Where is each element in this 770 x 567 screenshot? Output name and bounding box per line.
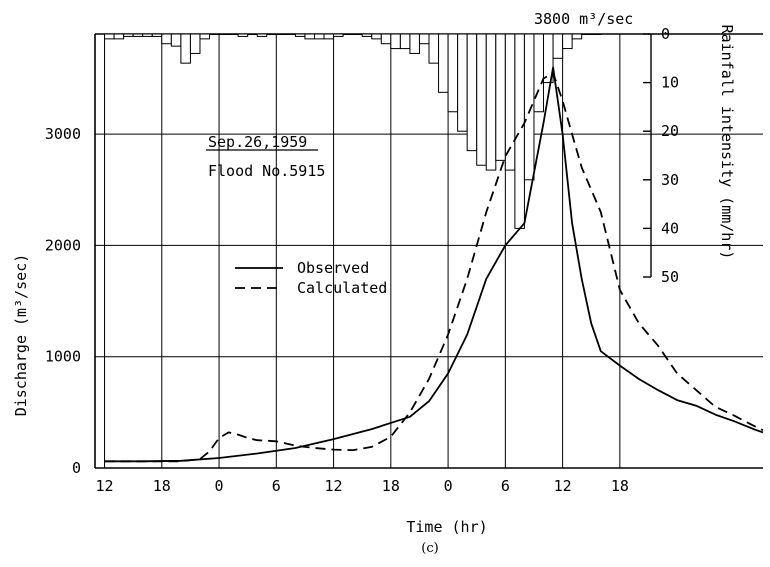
date-annotation: Sep.26,1959 — [208, 133, 307, 151]
x-tick-label: 12 — [96, 477, 114, 495]
y-tick-label: 2000 — [45, 236, 81, 254]
rainfall-bar — [285, 33, 296, 35]
rainfall-bar — [189, 33, 201, 54]
rainfall-bar — [562, 33, 573, 50]
rainfall-bar — [294, 33, 306, 37]
rainfall-bar — [151, 33, 163, 37]
rainfall-bar — [247, 33, 258, 35]
rainfall-bar — [380, 33, 392, 45]
plot-frame — [94, 33, 763, 469]
calculated-line — [104, 72, 764, 463]
grid-lines — [95, 34, 763, 468]
x-tick-label: 0 — [444, 477, 453, 495]
rainfall-bar — [199, 33, 211, 40]
right-axis-title: Rainfall intensity (mm/hr) — [718, 25, 736, 260]
rainfall-bar — [418, 33, 430, 45]
rainfall-bar — [313, 33, 325, 40]
rainfall-bar — [256, 33, 268, 37]
rainfall-bar — [399, 33, 411, 50]
x-tick-label: 0 — [215, 477, 224, 495]
rainfall-bar — [523, 33, 535, 181]
rainfall-bar — [209, 33, 220, 35]
rainfall-bar — [485, 33, 497, 171]
rainfall-bar — [514, 33, 525, 229]
rainfall-bar — [104, 33, 115, 40]
x-tick-label: 6 — [272, 477, 281, 495]
rainfall-bar — [170, 33, 182, 47]
rainfall-bar — [571, 33, 583, 40]
rain-tick-label: 30 — [661, 171, 679, 189]
rainfall-bar — [552, 33, 564, 59]
y-axis-title: Discharge (m³/sec) — [12, 254, 30, 417]
observed-line — [104, 66, 764, 463]
rain-tick-label: 10 — [661, 74, 679, 92]
x-tick-label: 18 — [611, 477, 629, 495]
rainfall-bar — [361, 33, 373, 37]
rainfall-bar — [142, 33, 153, 37]
rainfall-hyetograph — [104, 33, 602, 229]
rainfall-bar — [447, 33, 459, 113]
rainfall-bar — [590, 33, 602, 35]
rainfall-bar — [323, 33, 335, 40]
y-tick-label: 1000 — [45, 348, 81, 366]
x-tick-label: 18 — [153, 477, 171, 495]
rainfall-bar — [266, 33, 277, 35]
x-tick-label: 18 — [382, 477, 400, 495]
rainfall-bar — [218, 33, 230, 35]
legend-observed-label: Observed — [297, 259, 369, 277]
rainfall-bar — [581, 33, 592, 35]
rainfall-bar — [113, 33, 125, 40]
rainfall-bar — [275, 33, 287, 35]
rainfall-bar — [304, 33, 315, 40]
figure-caption: (c) — [421, 541, 438, 556]
rainfall-bar — [333, 33, 344, 37]
rainfall-bar — [476, 33, 487, 166]
x-tick-label: 12 — [325, 477, 343, 495]
axis-ticks: 12 18 0 6 12 18 0 6 12 18 0 1000 2000 3000 0 10 20 30 40 50 — [45, 25, 679, 495]
x-axis-title: Time (hr) — [406, 518, 487, 536]
flood-annotation: Flood No.5915 — [208, 162, 325, 180]
rain-tick-label: 40 — [661, 219, 679, 237]
x-tick-label: 6 — [501, 477, 510, 495]
rainfall-bar — [428, 33, 440, 64]
rainfall-bar — [342, 33, 354, 35]
rainfall-bar — [161, 33, 172, 45]
rainfall-bar — [533, 33, 545, 113]
y-tick-label: 0 — [72, 459, 81, 477]
rainfall-bar — [237, 33, 249, 37]
rainfall-bar — [438, 33, 449, 93]
y-tick-label: 3000 — [45, 125, 81, 143]
rainfall-bar — [390, 33, 401, 50]
rainfall-bar — [409, 33, 420, 54]
rainfall-bar — [466, 33, 478, 152]
rain-tick-label: 50 — [661, 268, 679, 286]
peak-annotation: 3800 m³/sec — [534, 10, 633, 28]
rainfall-bar — [371, 33, 382, 40]
x-tick-label: 12 — [554, 477, 572, 495]
rain-tick-label: 20 — [661, 122, 679, 140]
rainfall-bar — [132, 33, 144, 37]
rainfall-bar — [495, 33, 506, 161]
hydrograph-series — [104, 66, 764, 463]
rainfall-bar — [228, 33, 239, 35]
legend-calculated-label: Calculated — [297, 279, 387, 297]
rainfall-bar — [180, 33, 191, 64]
rain-tick-label: 0 — [661, 25, 670, 43]
rainfall-bar — [123, 33, 134, 37]
rainfall-bar — [352, 33, 363, 35]
rainfall-bar — [457, 33, 468, 132]
